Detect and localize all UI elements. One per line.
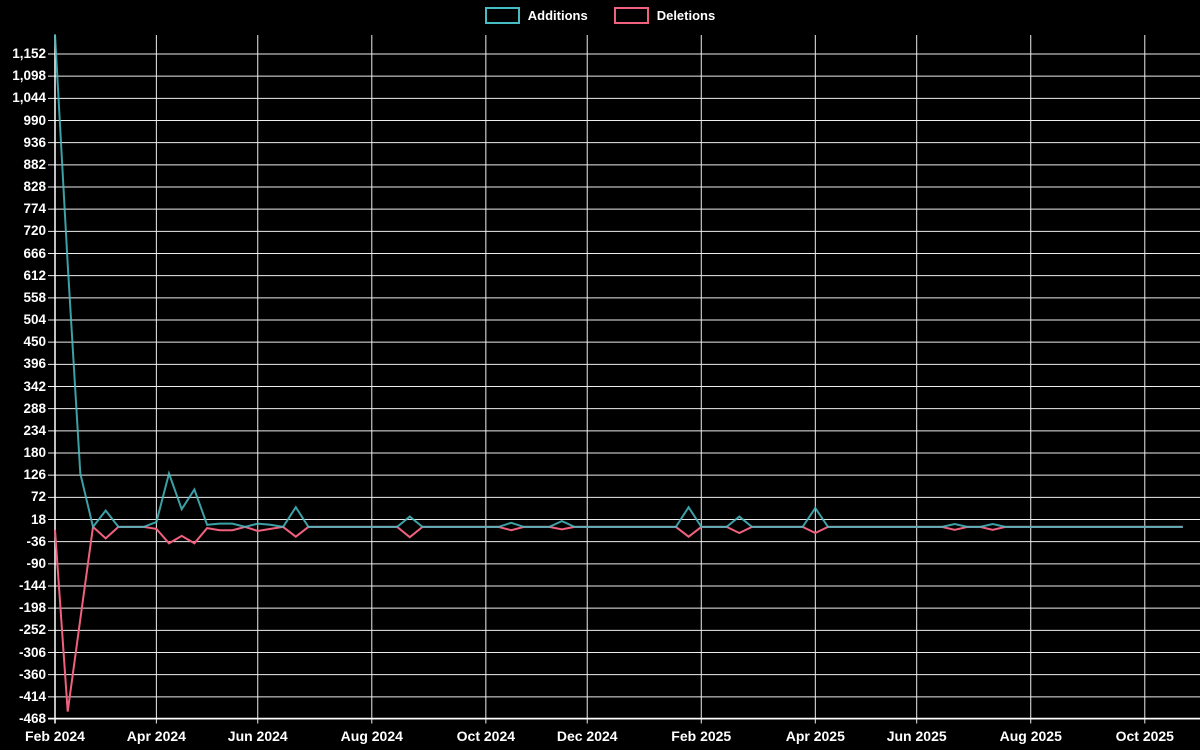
y-tick-label: 1,044 — [12, 90, 46, 106]
y-tick-label: -360 — [18, 666, 46, 682]
y-tick-label: 1,098 — [12, 68, 46, 84]
y-tick-label: -306 — [18, 644, 46, 660]
y-tick-label: 180 — [23, 445, 46, 460]
x-tick-label: Apr 2024 — [126, 728, 186, 744]
x-tick-label: Jun 2025 — [886, 728, 947, 744]
y-tick-label: -414 — [18, 688, 46, 704]
x-tick-label: Aug 2024 — [340, 728, 403, 744]
y-tick-label: 990 — [23, 112, 46, 128]
y-tick-label: -90 — [26, 555, 46, 571]
y-tick-label: -198 — [18, 600, 46, 616]
x-tick-label: Jun 2024 — [227, 728, 288, 744]
x-tick-label: Apr 2025 — [785, 728, 845, 744]
series-line-additions — [54, 34, 1183, 530]
y-tick-label: 936 — [23, 134, 46, 150]
chart-legend: Additions Deletions — [0, 7, 1200, 24]
y-tick-label: 1,152 — [12, 46, 46, 61]
y-tick-label: 720 — [23, 223, 46, 239]
additions-swatch-icon — [484, 7, 520, 24]
y-tick-label: 288 — [23, 400, 46, 416]
legend-label-deletions: Deletions — [656, 8, 716, 23]
y-tick-label: 396 — [23, 356, 46, 372]
x-tick-label: Aug 2025 — [999, 728, 1062, 744]
y-tick-label: 558 — [23, 289, 46, 305]
series-line-deletions — [54, 524, 1183, 712]
y-tick-label: -252 — [18, 622, 46, 638]
y-tick-label: -144 — [18, 578, 46, 593]
y-tick-label: 18 — [30, 511, 46, 527]
y-tick-label: 342 — [23, 378, 46, 394]
y-tick-label: 72 — [30, 489, 46, 505]
x-tick-label: Feb 2025 — [671, 728, 732, 744]
y-tick-label: 504 — [23, 312, 46, 327]
y-tick-label: 828 — [23, 179, 46, 194]
y-tick-label: 666 — [23, 245, 46, 261]
y-tick-label: 774 — [23, 201, 46, 217]
y-tick-label: 450 — [23, 334, 46, 350]
y-tick-label: 882 — [23, 156, 46, 172]
x-tick-label: Dec 2024 — [556, 728, 618, 744]
x-tick-label: Oct 2025 — [1115, 728, 1174, 744]
legend-item-deletions[interactable]: Deletions — [613, 7, 716, 24]
x-tick-label: Oct 2024 — [456, 728, 516, 744]
legend-item-additions[interactable]: Additions — [484, 7, 588, 24]
deletions-swatch-icon — [613, 7, 649, 24]
legend-label-additions: Additions — [527, 8, 588, 23]
y-tick-label: 234 — [23, 422, 46, 438]
y-tick-label: 126 — [23, 467, 46, 483]
x-tick-label: Feb 2024 — [25, 728, 85, 744]
y-tick-label: -468 — [18, 711, 46, 726]
y-tick-label: -36 — [26, 533, 46, 549]
y-tick-label: 612 — [23, 267, 46, 283]
